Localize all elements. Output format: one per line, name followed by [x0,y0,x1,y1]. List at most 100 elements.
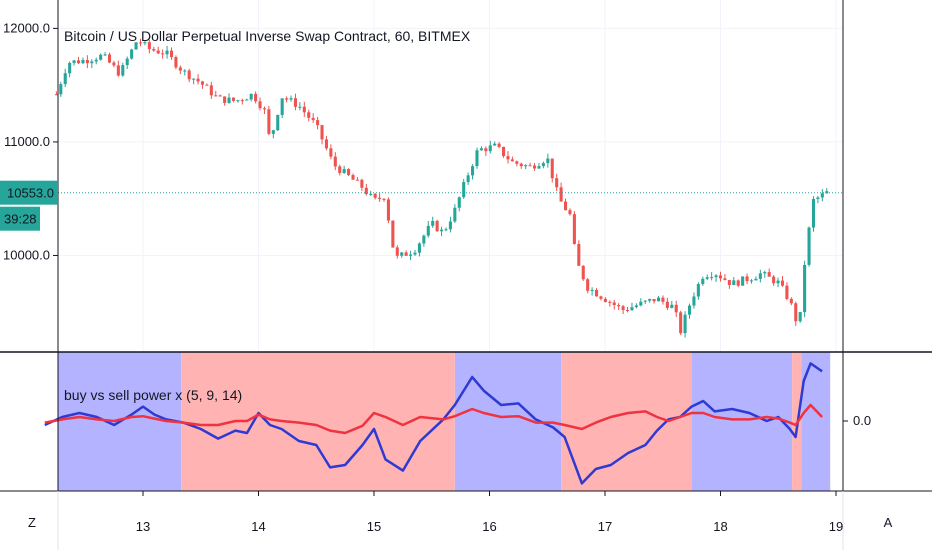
candle-body [107,54,112,63]
candle-body [138,42,143,44]
candle-body [90,61,94,64]
candle-body [431,220,435,226]
candle-body [435,220,439,232]
candle-body [307,112,311,118]
candle-body [462,182,466,198]
candle-body [258,101,262,109]
last-price-value: 10553.0 [7,186,54,201]
candle-body [192,78,196,80]
candle-body [639,301,643,306]
candle-body [484,148,488,152]
candle-body [488,145,492,152]
candle-body [515,161,519,164]
auto-scale-button[interactable]: A [883,514,893,530]
price-tick-label: 11000.0 [4,134,50,149]
candle-body [555,178,559,188]
indicator-axis[interactable]: 0.0 [853,413,871,428]
time-tick-label: 19 [829,519,843,534]
candle-body [355,179,359,181]
candle-body [749,280,754,282]
price-tick-label: 12000.0 [3,20,50,35]
price-axis[interactable]: 12000.0 11000.0 10000.0 [3,20,58,262]
price-pane[interactable] [54,0,843,352]
candle-body [780,280,785,286]
time-tick-label: 16 [482,519,496,534]
candle-body [409,254,413,256]
candle-body [652,298,656,302]
candle-body [378,197,382,199]
candle-body [68,62,72,74]
timezone-button[interactable]: Z [28,514,36,530]
candle-body [524,165,528,167]
indicator-pane[interactable] [44,352,831,491]
candle-body [497,143,501,147]
candle-body [280,98,284,115]
candle-body [218,95,222,97]
sell-power-line [44,403,824,435]
chart-title: Bitcoin / US Dollar Perpetual Inverse Sw… [64,28,471,44]
candle-body [156,50,160,54]
candle-body [329,148,333,157]
candle-body [776,280,780,284]
candle-body [727,280,731,286]
candle-body [732,280,736,286]
time-axis[interactable]: 13 14 15 16 17 18 19 [136,491,843,534]
candle-body [599,296,603,299]
indicator-zero-label: 0.0 [853,413,871,428]
candle-body [311,117,315,121]
candle-body [630,307,634,311]
candle-body [612,302,616,306]
candle-body [285,98,289,100]
candle-body [471,166,475,176]
candle-body [634,305,638,308]
candle-body [758,273,762,279]
candle-body [608,301,612,303]
candle-body [457,197,461,208]
candle-body [395,247,399,256]
candle-body [692,296,696,306]
candle-body [183,70,187,72]
candle-body [262,108,267,110]
candle-body [125,58,129,66]
time-tick-label: 18 [713,519,727,534]
candle-body [103,54,107,56]
candle-body [590,289,594,291]
candle-body [502,146,506,157]
price-tick-label: 10000.0 [3,247,50,262]
candle-body [254,93,258,102]
signal-region [181,352,455,491]
candle-body [245,99,249,101]
candle-body [347,169,351,176]
candle-body [369,193,373,195]
candle-body [391,220,395,248]
last-price-badge: 10553.0 39:28 [0,180,58,231]
candle-body [267,109,271,134]
candle-body [670,304,674,308]
candle-body [373,193,377,198]
candle-body [316,120,320,126]
candle-body [152,49,156,51]
countdown-badge-bg [0,206,40,231]
candle-body [161,53,165,55]
candle-body [130,49,134,59]
candle-body [820,193,824,198]
candle-body [665,301,669,308]
candle-body [302,106,306,113]
candle-body [81,60,85,64]
candle-body [541,163,545,167]
candle-body [816,197,820,200]
bar-countdown: 39:28 [4,212,37,227]
candle-body [413,252,417,255]
candle-body [745,276,749,282]
candle-body [572,214,576,244]
candle-body [754,278,758,281]
last-price-badge-bg [0,180,58,205]
candle-body [581,265,585,280]
candle-body [205,84,209,86]
candle-body [417,243,421,253]
candle-body [661,297,665,302]
candle-body [404,252,408,256]
candle-body [85,60,89,64]
candle-body [741,276,745,286]
